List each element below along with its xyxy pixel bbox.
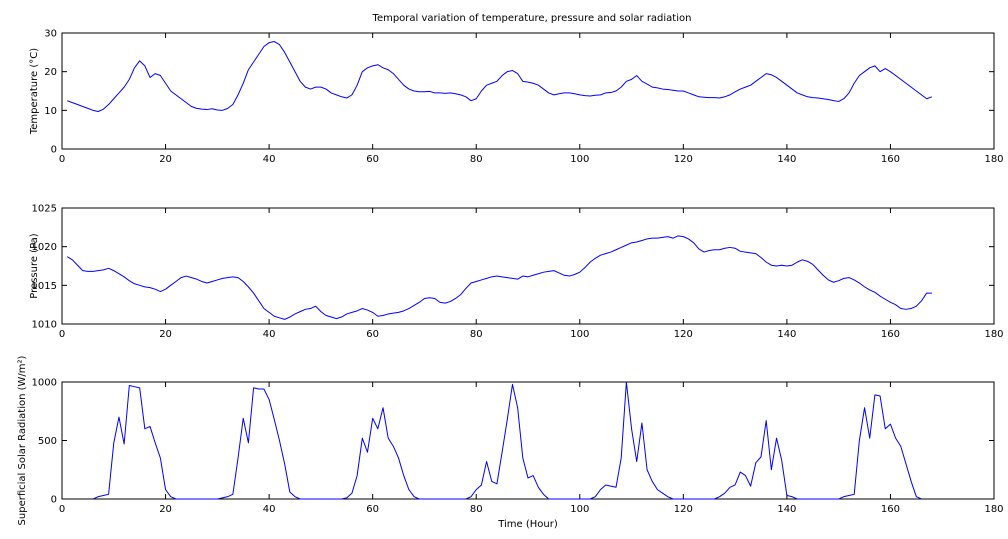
figure-title: Temporal variation of temperature, press…	[372, 13, 692, 24]
x-tick-label: 20	[159, 504, 172, 515]
y-axis-label: Superficial Solar Radiation (W/m²)	[17, 355, 28, 525]
y-axis-label: Pressure (Pa)	[29, 233, 40, 298]
x-tick-label: 180	[984, 154, 1003, 165]
series-line-temperature	[67, 41, 933, 112]
y-tick-label: 1010	[32, 320, 57, 331]
x-tick-label: 160	[881, 504, 900, 515]
series-line-pressure	[66, 235, 932, 320]
y-tick-label: 500	[38, 436, 57, 447]
chart-solar-radiation: 0 20 40 60 80 100 120 140 160 180 0 500 1000 Superfic…	[17, 355, 1004, 530]
y-tick-label: 10	[44, 106, 57, 117]
series-line-solar-radiation	[92, 381, 922, 500]
axes-box	[61, 381, 995, 500]
x-tick-label: 120	[674, 154, 693, 165]
x-tick-label: 20	[159, 329, 172, 340]
y-tick-label: 1020	[32, 242, 57, 253]
x-tick-label: 180	[984, 504, 1003, 515]
x-tick-label: 100	[570, 504, 589, 515]
y-tick-label: 30	[44, 29, 57, 40]
y-tick-label: 1015	[32, 281, 57, 292]
y-tick-label: 20	[44, 67, 57, 78]
x-tick-label: 140	[777, 154, 796, 165]
axes-box	[61, 207, 995, 325]
x-tick-label: 60	[366, 329, 379, 340]
y-tick-label: 1025	[32, 204, 57, 215]
y-tick-label: 0	[51, 495, 57, 506]
chart-temperature: 0 20 40 60 80 100 120 140 160 180 0 10 20 30 Temperatu…	[29, 29, 1004, 166]
x-tick-label: 100	[570, 154, 589, 165]
x-tick-label: 40	[263, 329, 276, 340]
x-tick-label: 0	[59, 154, 65, 165]
y-tick-label: 1000	[32, 378, 57, 389]
x-tick-label: 80	[470, 504, 483, 515]
x-tick-label: 160	[881, 154, 900, 165]
x-tick-label: 40	[263, 154, 276, 165]
x-axis-label: Time (Hour)	[497, 519, 558, 530]
x-tick-label: 100	[570, 329, 589, 340]
y-axis-label: Temperature (°C)	[29, 48, 40, 135]
chart-pressure: 0 20 40 60 80 100 120 140 160 180 1010 1015 1020 1025…	[29, 204, 1004, 341]
x-tick-label: 0	[59, 504, 65, 515]
x-tick-label: 40	[263, 504, 276, 515]
x-tick-label: 80	[470, 154, 483, 165]
x-tick-label: 20	[159, 154, 172, 165]
x-tick-label: 140	[777, 329, 796, 340]
x-tick-label: 120	[674, 504, 693, 515]
x-tick-label: 0	[59, 329, 65, 340]
x-tick-label: 120	[674, 329, 693, 340]
x-tick-label: 180	[984, 329, 1003, 340]
x-tick-label: 60	[366, 504, 379, 515]
x-tick-label: 160	[881, 329, 900, 340]
y-tick-label: 0	[51, 145, 57, 156]
axes-box	[61, 32, 995, 150]
x-tick-label: 80	[470, 329, 483, 340]
x-tick-label: 140	[777, 504, 796, 515]
x-tick-label: 60	[366, 154, 379, 165]
